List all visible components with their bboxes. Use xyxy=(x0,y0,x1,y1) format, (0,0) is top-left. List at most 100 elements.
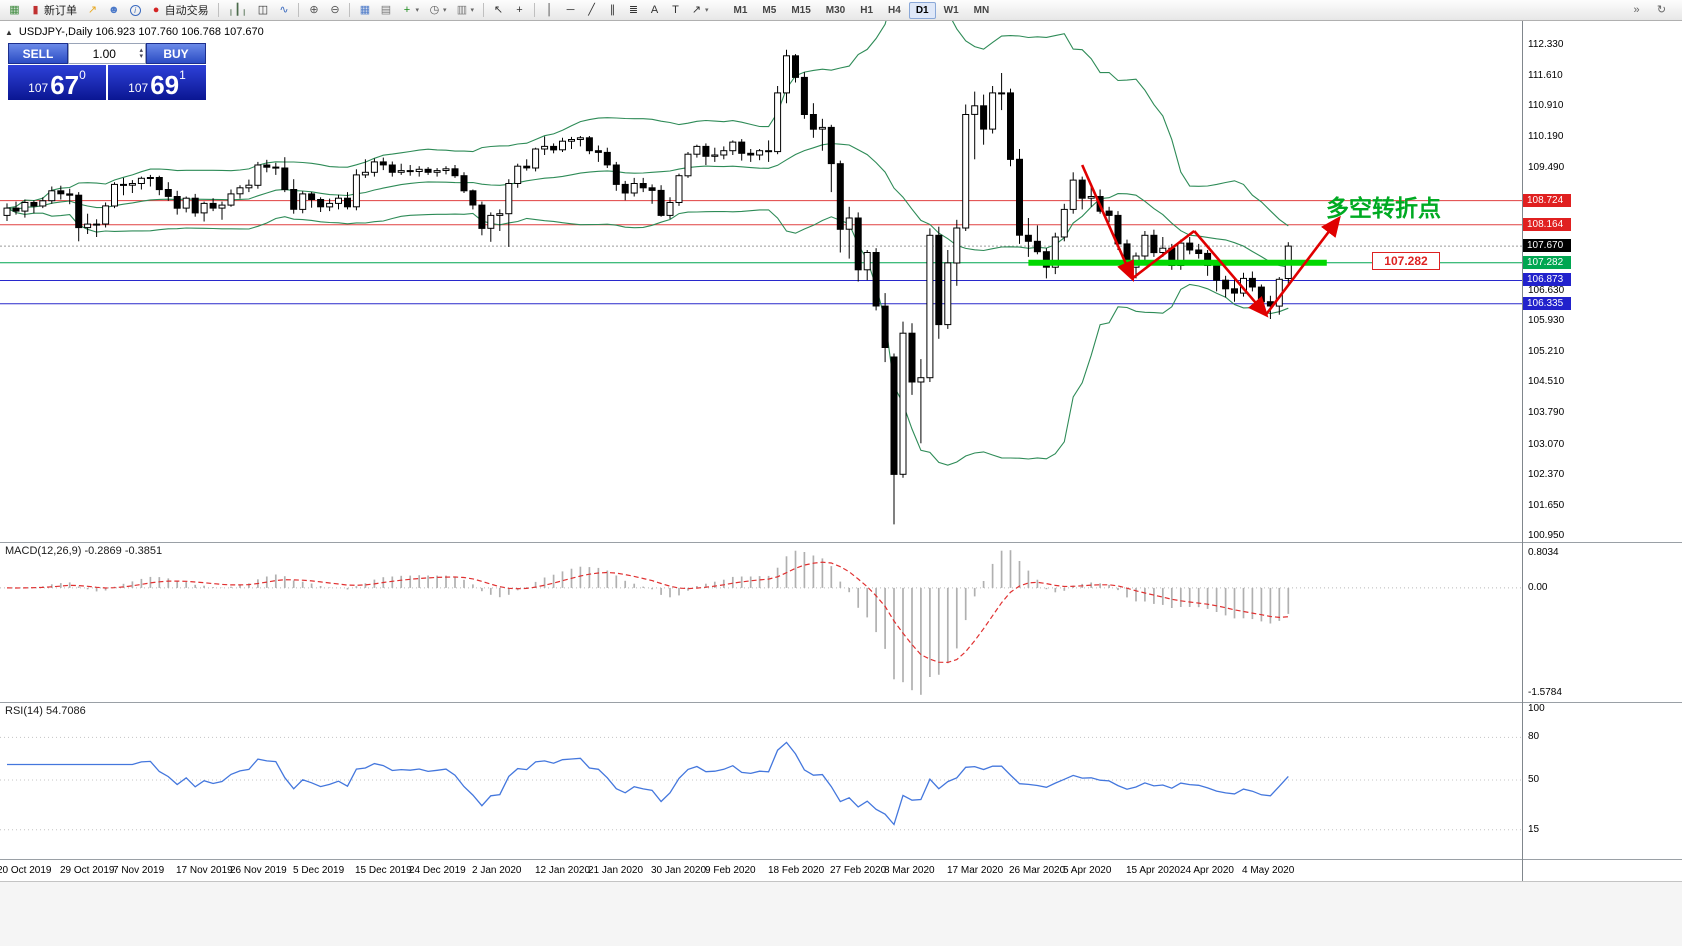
toolbar-separator xyxy=(349,3,351,17)
info-icon-icon: i xyxy=(129,4,141,16)
auto-scroll-button[interactable]: ↻ xyxy=(1652,2,1671,19)
pane-separator[interactable] xyxy=(0,859,1682,860)
price-tick: 106.630 xyxy=(1528,285,1565,296)
chart-title: ▲ USDJPY-,Daily 106.923 107.760 106.768 … xyxy=(5,26,264,38)
horizontal-line-tool-button[interactable]: ─ xyxy=(561,2,580,19)
toolbar: ▦ ▮ 新订单 ↗ ☻ i ● 自动交易 ╷┃╷ ◫ ∿ ⊕ ⊖ ▦ ▤ + ▾ ◷ ▾ ▥ ▾ ↖ + │ ─ ╱ ∥ ≣ A T ↗ ▾ M… xyxy=(0,0,1682,21)
fibonacci-tool-button[interactable]: ≣ xyxy=(624,2,643,19)
macd-pane[interactable] xyxy=(0,543,1522,702)
zoom-out-button[interactable]: ⊖ xyxy=(325,2,344,19)
line-chart-mode-icon: ∿ xyxy=(279,3,289,16)
macd-tick: 0.8034 xyxy=(1528,547,1559,558)
timeframe-h4-button[interactable]: H4 xyxy=(888,4,901,16)
new-order-button[interactable]: ▮ 新订单 xyxy=(26,2,81,19)
timeframe-h1-button[interactable]: H1 xyxy=(860,4,874,16)
price-line-badge: 108.724 xyxy=(1523,194,1571,207)
bar-chart-mode-button[interactable]: ╷┃╷ xyxy=(224,2,252,19)
new-chart-button[interactable]: ▦ xyxy=(5,2,24,19)
text-tool-button[interactable]: A xyxy=(645,2,664,19)
cursor-tool-button[interactable]: ↖ xyxy=(489,2,508,19)
annotation-turning-point-text[interactable]: 多空转折点 xyxy=(1326,195,1441,221)
rsi-axis[interactable]: 100 80 50 15 xyxy=(1523,703,1682,859)
date-label: 12 Jan 2020 xyxy=(535,865,591,876)
collapse-icon[interactable]: ▲ xyxy=(5,27,13,37)
arrows-tool-icon: ↗ xyxy=(691,3,702,16)
volume-input[interactable]: 1.00 ▴ ▾ xyxy=(68,43,146,64)
price-line-badge: 107.670 xyxy=(1523,239,1571,252)
macd-signal-line xyxy=(6,561,1289,664)
rsi-tick: 15 xyxy=(1528,824,1540,835)
date-label: 29 Oct 2019 xyxy=(60,865,115,876)
channel-tool-button[interactable]: ∥ xyxy=(603,2,622,19)
price-line-badge: 107.282 xyxy=(1523,256,1571,269)
date-label: 26 Nov 2019 xyxy=(230,865,287,876)
buy-button[interactable]: BUY xyxy=(146,43,206,64)
zigzag-annotation[interactable] xyxy=(1081,164,1341,318)
rsi-label: RSI(14) 54.7086 xyxy=(5,705,86,717)
price-tick: 101.650 xyxy=(1528,500,1565,511)
macd-label: MACD(12,26,9) -0.2869 -0.3851 xyxy=(5,545,163,557)
price-axis[interactable]: 112.330 111.610 110.910 110.190 109.490 106.6… xyxy=(1523,21,1682,881)
chart-window: 112.330 111.610 110.910 110.190 109.490 106.6… xyxy=(0,21,1682,881)
price-tick: 100.950 xyxy=(1528,530,1565,541)
price-tick: 110.190 xyxy=(1528,131,1564,142)
period-icon: ◷ xyxy=(429,3,440,16)
dropdown-caret-icon: ▾ xyxy=(442,7,447,14)
metaquotes-icon[interactable]: ↗ xyxy=(83,2,102,19)
arrows-tool-button[interactable]: ↗ ▾ xyxy=(687,2,713,19)
main-chart[interactable] xyxy=(0,21,1522,542)
sell-price[interactable]: 107 67 0 xyxy=(8,65,106,100)
date-label: 17 Nov 2019 xyxy=(176,865,233,876)
zoom-in-button[interactable]: ⊕ xyxy=(304,2,323,19)
chart-shift-icon: » xyxy=(1633,3,1640,16)
sell-button[interactable]: SELL xyxy=(8,43,68,64)
volume-down-button[interactable]: ▾ xyxy=(139,52,143,60)
rsi-levels xyxy=(0,736,1522,831)
trendline-tool-button[interactable]: ╱ xyxy=(582,2,601,19)
dropdown-caret-icon: ▾ xyxy=(415,7,419,14)
rsi-tick: 80 xyxy=(1528,731,1540,742)
timeframe-w1-button[interactable]: W1 xyxy=(943,4,959,16)
label-tool-button[interactable]: T xyxy=(666,2,685,19)
rsi-pane[interactable] xyxy=(0,703,1522,859)
pane-separator[interactable] xyxy=(0,542,1682,543)
vertical-line-tool-button[interactable]: │ xyxy=(540,2,559,19)
price-tick: 105.210 xyxy=(1528,346,1565,357)
time-axis[interactable]: 20 Oct 2019 29 Oct 2019 7 Nov 2019 17 Nov 2… xyxy=(0,860,1522,881)
timeframe-m5-button[interactable]: M5 xyxy=(762,4,777,16)
auto-arrange-button[interactable]: ▤ xyxy=(376,2,395,19)
info-icon[interactable]: i xyxy=(126,2,145,19)
timeframe-m15-button[interactable]: M15 xyxy=(791,4,811,16)
candlestick-mode-button[interactable]: ◫ xyxy=(253,2,272,19)
timeframe-mn-button[interactable]: MN xyxy=(973,4,990,16)
new-chart-icon: ▦ xyxy=(9,3,20,16)
toolbar-separator xyxy=(217,3,219,17)
timeframe-m30-button[interactable]: M30 xyxy=(825,4,846,16)
timeframe-d1-button[interactable]: D1 xyxy=(908,1,936,19)
volume-value[interactable]: 1.00 xyxy=(92,46,116,61)
macd-axis[interactable]: 0.8034 0.00 -1.5784 xyxy=(1523,543,1682,702)
buy-price[interactable]: 107 69 1 xyxy=(108,65,206,100)
tile-windows-button[interactable]: ▦ xyxy=(355,2,374,19)
sell-price-int: 107 xyxy=(28,81,49,95)
add-indicator-button[interactable]: + ▾ xyxy=(397,2,423,19)
date-label: 24 Apr 2020 xyxy=(1180,865,1234,876)
rsi-tick: 50 xyxy=(1528,774,1540,785)
price-tick: 104.510 xyxy=(1528,376,1565,387)
annotation-price-tag[interactable]: 107.282 xyxy=(1372,252,1440,270)
pane-separator[interactable] xyxy=(0,702,1682,703)
price-lines[interactable] xyxy=(0,200,1522,305)
line-chart-mode-button[interactable]: ∿ xyxy=(274,2,293,19)
chart-shift-button[interactable]: » xyxy=(1627,2,1646,19)
period-button[interactable]: ◷ ▾ xyxy=(425,2,451,19)
template-button[interactable]: ▥ ▾ xyxy=(452,2,478,19)
profile-icon[interactable]: ☻ xyxy=(104,2,124,19)
autotrading-button[interactable]: ● 自动交易 xyxy=(147,2,213,19)
dropdown-caret-icon: ▾ xyxy=(470,7,474,14)
volume-up-button[interactable]: ▴ xyxy=(139,46,143,54)
crosshair-tool-button[interactable]: + xyxy=(510,2,529,19)
zoom-in-icon: ⊕ xyxy=(309,3,319,16)
bar-chart-mode-icon: ╷┃╷ xyxy=(227,3,248,16)
date-label: 26 Mar 2020 xyxy=(1009,865,1066,876)
timeframe-m1-button[interactable]: M1 xyxy=(733,4,748,16)
